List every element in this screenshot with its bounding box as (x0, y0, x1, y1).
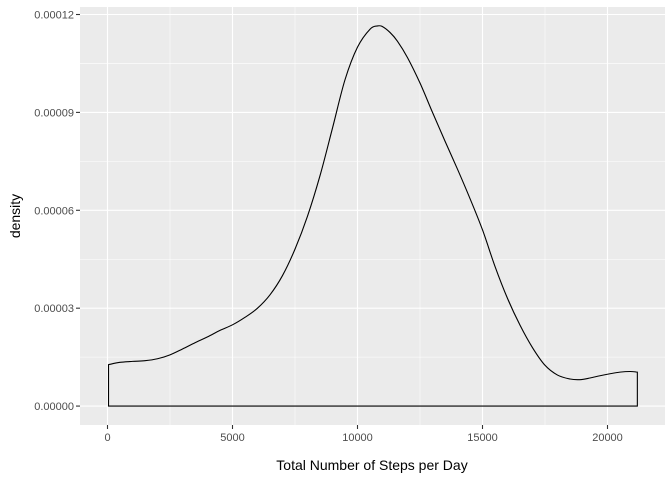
y-tick-label: 0.00000 (34, 401, 74, 413)
x-tick-label: 20000 (592, 432, 623, 444)
y-axis-ticks (76, 13, 80, 407)
y-tick-label: 0.00006 (34, 205, 74, 217)
x-tick-label: 5000 (220, 432, 244, 444)
x-axis-tick-labels: 0 5000 10000 15000 20000 (104, 432, 622, 444)
y-axis-title: density (7, 194, 23, 238)
y-tick-label: 0.00009 (34, 107, 74, 119)
grid-minor (80, 7, 665, 425)
x-axis-ticks (106, 425, 609, 429)
x-tick-label: 15000 (467, 432, 498, 444)
density-curve (107, 25, 638, 407)
y-tick-label: 0.00003 (34, 303, 74, 315)
y-tick-label: 0.00012 (34, 10, 74, 22)
y-axis-tick-labels: 0.00000 0.00003 0.00006 0.00009 0.00012 (34, 10, 74, 414)
x-tick-label: 0 (104, 432, 110, 444)
x-axis-title: Total Number of Steps per Day (276, 457, 467, 473)
panel-background (80, 7, 665, 425)
x-tick-label: 10000 (342, 432, 373, 444)
